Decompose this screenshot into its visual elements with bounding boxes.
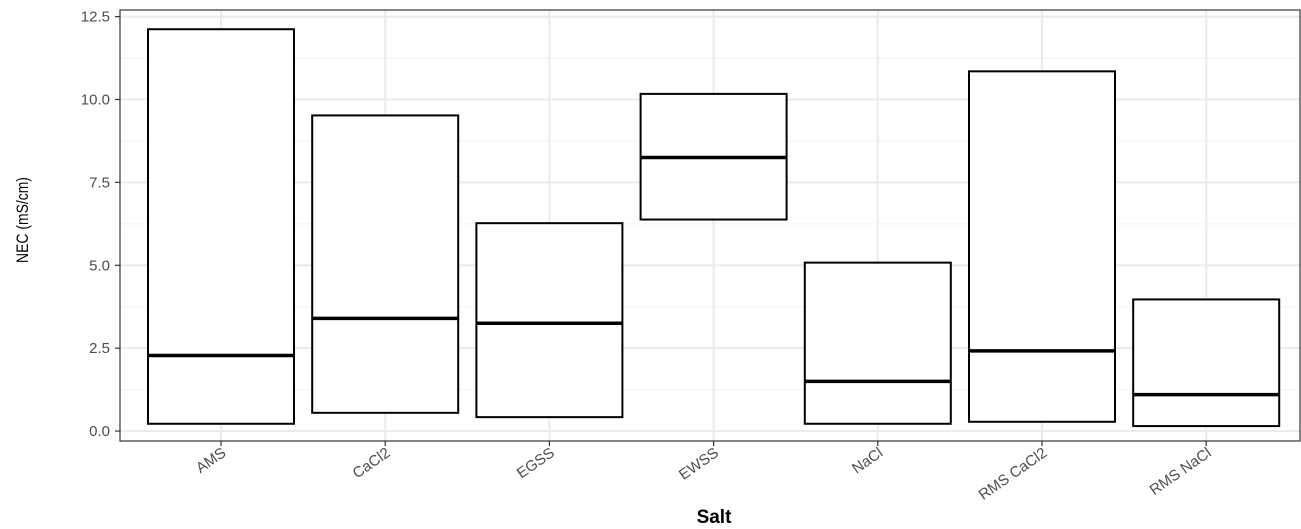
x-tick-label: EWSS [676, 444, 722, 483]
x-tick-label: RMS CaCl2 [976, 444, 1051, 503]
y-tick-label: 12.5 [81, 9, 110, 26]
box-ams [147, 28, 295, 425]
y-axis-title: NEC (mS/cm) [14, 177, 33, 263]
box-rect [1132, 298, 1281, 428]
x-tick-label: CaCl2 [350, 444, 394, 482]
x-tick-label: AMS [193, 444, 229, 477]
box-rect [803, 261, 952, 425]
box-egss [475, 222, 624, 419]
x-axis-ticks: AMS CaCl2 EGSS EWSS NaCl RMS CaCl2 RMS NaCl [193, 441, 1215, 504]
box-rect [968, 70, 1116, 423]
x-axis-title: Salt [697, 507, 733, 528]
box-rect [475, 222, 624, 419]
y-tick-label: 2.5 [89, 340, 110, 357]
box-rms-cacl2 [968, 70, 1116, 423]
boxes [147, 28, 1281, 428]
y-tick-label: 5.0 [89, 257, 110, 274]
box-nacl [803, 261, 952, 425]
box-rms-nacl [1132, 298, 1281, 428]
x-tick-label: EGSS [514, 444, 558, 482]
gridlines [120, 10, 1300, 441]
y-tick-label: 0.0 [89, 423, 110, 440]
box-rect [311, 114, 460, 414]
y-axis-ticks: 0.0 2.5 5.0 7.5 10.0 12.5 [81, 9, 120, 440]
box-rect [147, 28, 295, 425]
x-tick-label: RMS NaCl [1147, 444, 1215, 499]
x-tick-label: NaCl [849, 444, 886, 477]
box-ewss [639, 92, 788, 221]
plot-panel-border [119, 9, 1301, 442]
y-tick-label: 10.0 [81, 92, 110, 109]
y-tick-label: 7.5 [89, 174, 110, 191]
box-cacl2 [311, 114, 460, 414]
